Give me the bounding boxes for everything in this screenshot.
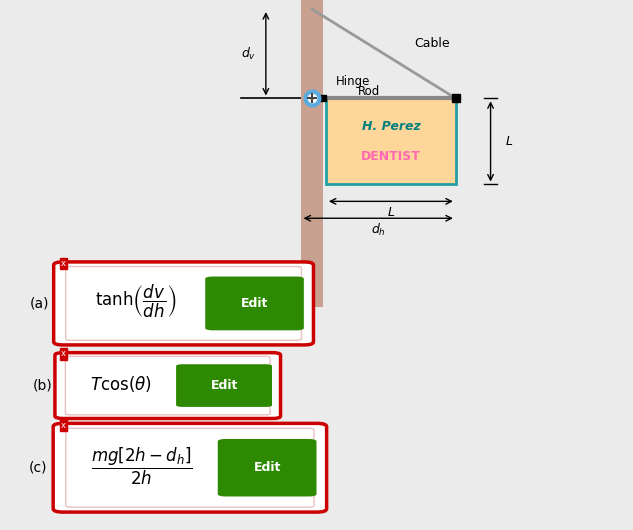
Text: Edit: Edit [210, 379, 238, 392]
Text: $\dfrac{mg\left[2h-d_h\right]}{2h}$: $\dfrac{mg\left[2h-d_h\right]}{2h}$ [91, 446, 192, 487]
Text: (b): (b) [32, 378, 53, 393]
Text: (a): (a) [30, 296, 49, 311]
Text: DENTIST: DENTIST [361, 149, 421, 163]
Text: $L$: $L$ [387, 206, 395, 218]
FancyBboxPatch shape [54, 262, 313, 345]
FancyBboxPatch shape [205, 277, 304, 330]
FancyBboxPatch shape [218, 439, 316, 497]
FancyBboxPatch shape [176, 364, 272, 407]
Text: x: x [61, 259, 66, 268]
Text: Hinge: Hinge [335, 75, 370, 88]
Text: Cable: Cable [415, 37, 450, 49]
Text: $d_h$: $d_h$ [371, 222, 385, 238]
Text: Edit: Edit [241, 297, 268, 310]
Text: $d_v$: $d_v$ [241, 46, 256, 62]
Text: Rod: Rod [358, 85, 380, 98]
Text: $T\cos(\theta)$: $T\cos(\theta)$ [90, 374, 152, 394]
Bar [301, 0, 323, 307]
FancyBboxPatch shape [55, 352, 280, 419]
Text: $\tanh\!\left(\dfrac{dv}{dh}\right)$: $\tanh\!\left(\dfrac{dv}{dh}\right)$ [95, 283, 176, 321]
FancyBboxPatch shape [66, 267, 301, 340]
Text: (c): (c) [28, 461, 47, 475]
Text: x: x [61, 420, 66, 429]
FancyBboxPatch shape [53, 423, 327, 512]
FancyBboxPatch shape [65, 356, 270, 415]
Text: x: x [61, 349, 66, 358]
Text: H. Perez: H. Perez [361, 120, 420, 133]
Text: $L$: $L$ [506, 135, 513, 148]
FancyBboxPatch shape [66, 428, 314, 507]
Bar [326, 99, 456, 184]
Text: Edit: Edit [253, 461, 281, 474]
